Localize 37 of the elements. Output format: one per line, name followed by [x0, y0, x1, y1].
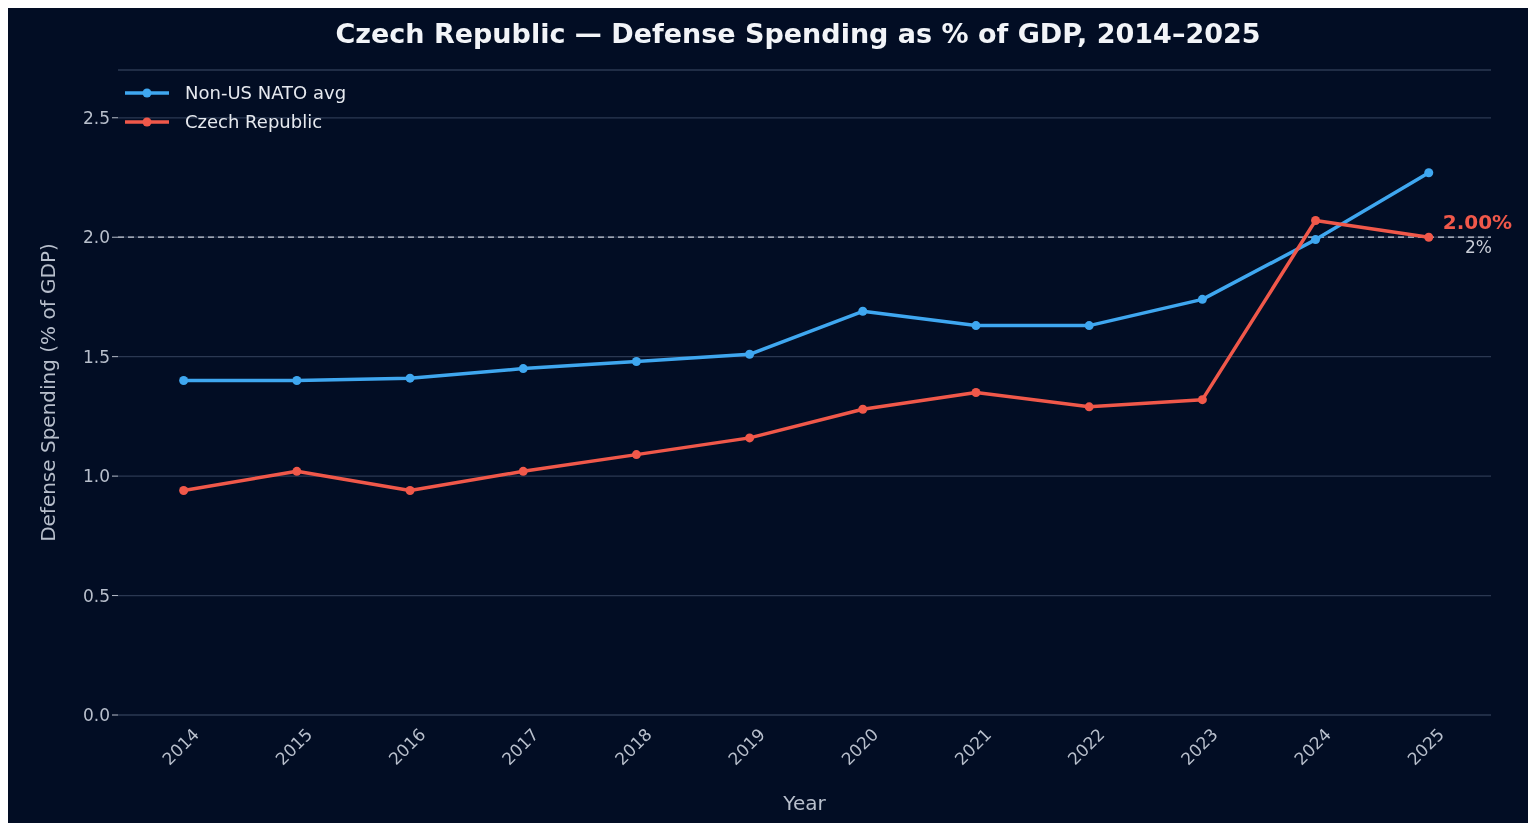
point: [1424, 168, 1434, 178]
point: [745, 349, 755, 359]
point: [518, 466, 528, 476]
annotation: 2.00%: [1442, 210, 1513, 235]
y-tick-label: 0.5: [82, 585, 110, 606]
ref-line-label: 2%: [1465, 237, 1492, 258]
point: [745, 433, 755, 443]
point: [518, 364, 528, 374]
point: [1084, 402, 1094, 412]
x-axis-title: Year: [782, 791, 827, 815]
point: [292, 466, 302, 476]
legend-label: Czech Republic: [185, 111, 323, 132]
point: [179, 376, 189, 386]
y-tick-label: 2.5: [82, 107, 110, 128]
y-tick-label: 1.5: [82, 346, 110, 367]
point: [1311, 235, 1321, 245]
y-tick-label: 0.0: [82, 705, 110, 726]
point: [971, 388, 981, 397]
point: [971, 321, 981, 331]
point: [1084, 321, 1094, 331]
point: [858, 306, 868, 316]
point: [631, 356, 641, 366]
point: [858, 404, 868, 414]
point: [1197, 294, 1207, 304]
point: [405, 373, 415, 383]
y-tick-label: 2.0: [82, 227, 110, 248]
legend-label: Non-US NATO avg: [185, 82, 347, 103]
point: [631, 450, 641, 460]
point: [1424, 232, 1434, 242]
chart-title: Czech Republic — Defense Spending as % of GDP, 2014–2025: [334, 17, 1262, 51]
point: [1197, 395, 1207, 405]
y-axis-title: Defense Spending (% of GDP): [36, 243, 61, 542]
point: [292, 376, 302, 386]
point: [179, 485, 189, 495]
point: [405, 485, 415, 495]
y-tick-label: 1.0: [82, 466, 110, 487]
point: [1311, 216, 1321, 225]
